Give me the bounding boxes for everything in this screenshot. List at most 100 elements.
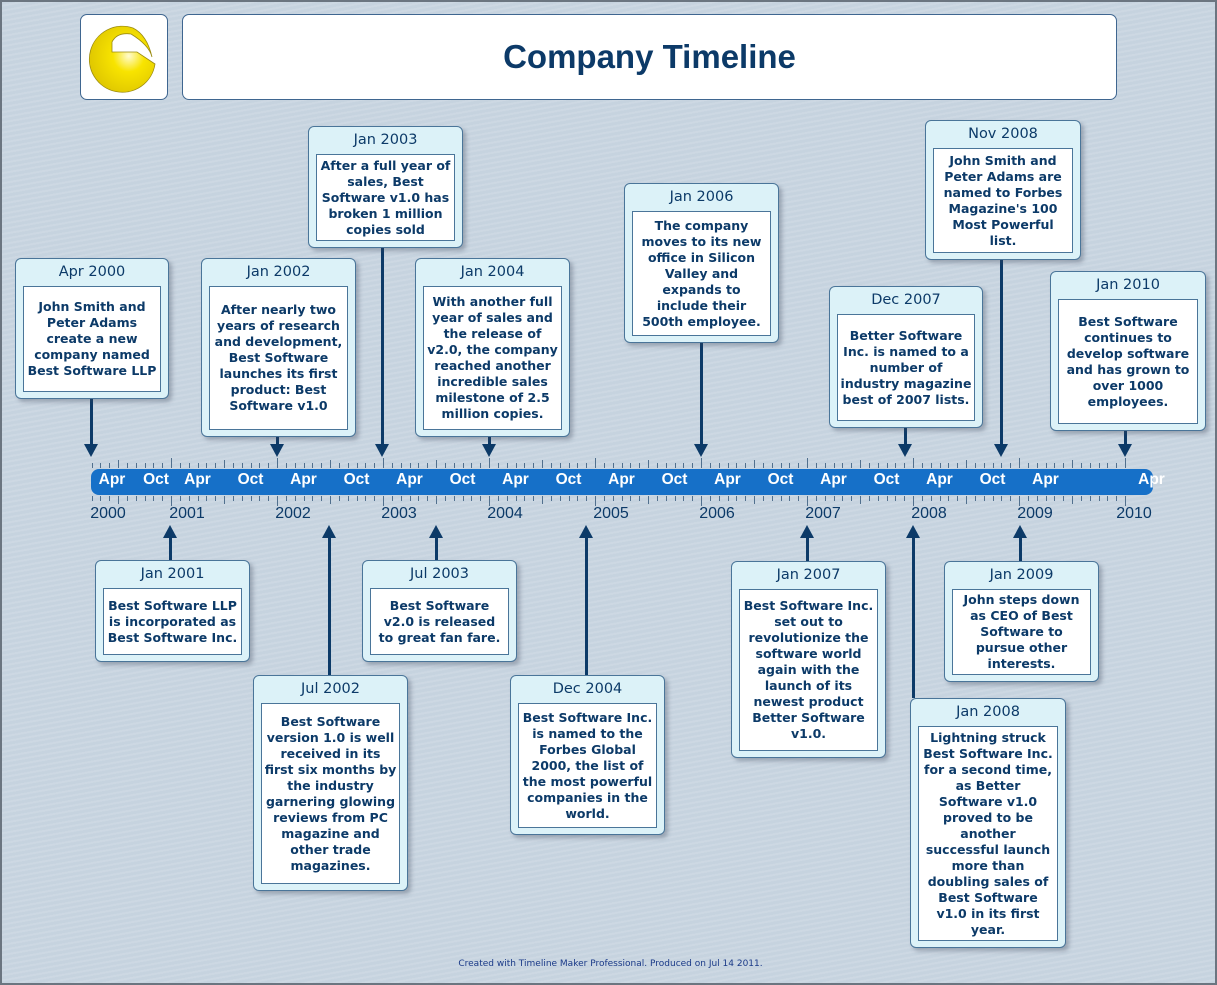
axis-tick	[621, 463, 623, 468]
axis-tick	[153, 496, 155, 501]
axis-tick	[550, 463, 552, 468]
axis-tick	[453, 496, 455, 501]
axis-tick	[851, 463, 853, 468]
axis-tick	[400, 463, 402, 468]
axis-tick	[533, 496, 535, 501]
axis-tick	[789, 496, 791, 501]
axis-tick	[471, 463, 473, 468]
axis-tick	[91, 496, 93, 501]
axis-tick	[656, 463, 658, 468]
axis-tick	[1125, 458, 1126, 468]
axis-tick	[418, 496, 420, 501]
footer-credit: Created with Timeline Maker Professional…	[458, 959, 763, 969]
axis-tick	[674, 463, 676, 468]
event-description: Better Software Inc. is named to a numbe…	[837, 314, 975, 421]
axis-tick	[718, 463, 720, 468]
year-label: 2002	[275, 505, 311, 522]
axis-tick	[497, 496, 499, 501]
axis-tick	[921, 463, 923, 468]
axis-tick	[727, 496, 729, 501]
axis-tick	[506, 496, 508, 501]
axis-tick	[365, 496, 367, 501]
axis-tick	[550, 496, 552, 501]
axis-tick	[391, 496, 393, 501]
axis-tick	[612, 496, 614, 501]
event-card: Apr 2000 John Smith and Peter Adams creat…	[15, 258, 169, 399]
axis-tick	[674, 496, 676, 501]
axis-tick	[232, 496, 234, 501]
axis-tick	[118, 496, 119, 504]
month-label: Oct	[555, 471, 582, 488]
axis-tick	[824, 463, 826, 468]
axis-tick	[860, 460, 861, 468]
axis-tick	[1001, 496, 1003, 501]
axis-tick	[427, 496, 429, 501]
axis-tick	[126, 496, 128, 501]
axis-tick	[356, 496, 358, 501]
event-card: Jul 2003 Best Software v2.0 is released t…	[362, 560, 517, 662]
arrow-stem	[169, 537, 172, 560]
axis-tick	[974, 463, 976, 468]
axis-tick	[489, 458, 490, 468]
arrow-head-icon	[322, 525, 336, 538]
axis-tick	[957, 496, 959, 501]
axis-tick	[489, 496, 490, 506]
axis-tick	[992, 463, 994, 468]
event-date: Jul 2002	[300, 681, 360, 697]
arrow-head-icon	[579, 525, 593, 538]
axis-tick	[135, 463, 137, 468]
arrow-stem	[1019, 537, 1022, 561]
event-date: Jan 2004	[460, 264, 525, 280]
axis-tick	[665, 496, 667, 501]
axis-tick	[930, 496, 932, 501]
axis-tick	[215, 496, 217, 501]
axis-tick	[374, 463, 376, 468]
axis-tick	[206, 463, 208, 468]
axis-tick	[400, 496, 402, 501]
axis-tick	[312, 496, 314, 501]
axis-tick	[462, 463, 464, 468]
axis-tick	[383, 458, 384, 468]
event-description: John Smith and Peter Adams are named to …	[933, 148, 1073, 253]
axis-tick	[1125, 496, 1126, 506]
event-description: Best Software v2.0 is released to great …	[370, 588, 509, 655]
axis-tick	[409, 496, 411, 501]
event-description: After nearly two years of research and d…	[209, 286, 348, 430]
axis-tick	[913, 458, 914, 468]
axis-tick	[338, 496, 340, 501]
arrow-stem	[488, 437, 491, 445]
year-label: 2005	[593, 505, 629, 522]
axis-tick	[983, 463, 985, 468]
axis-tick	[913, 496, 914, 506]
axis-tick	[162, 463, 164, 468]
axis-tick	[347, 463, 349, 468]
year-label: 2006	[699, 505, 735, 522]
axis-tick	[1080, 496, 1082, 501]
month-label: Oct	[767, 471, 794, 488]
axis-tick	[904, 496, 906, 501]
month-label: Apr	[1032, 471, 1059, 488]
logo-icon	[88, 25, 156, 93]
axis-tick	[692, 496, 694, 501]
event-date: Jan 2006	[669, 189, 734, 205]
axis-tick	[586, 463, 588, 468]
axis-tick	[603, 463, 605, 468]
month-label: Apr	[1138, 471, 1165, 488]
axis-tick	[321, 463, 323, 468]
axis-tick	[303, 496, 305, 501]
arrow-head-icon	[163, 525, 177, 538]
axis-tick	[630, 496, 632, 501]
axis-tick	[197, 496, 199, 501]
year-label: 2009	[1017, 505, 1053, 522]
axis-tick	[250, 463, 252, 468]
axis-tick	[533, 463, 535, 468]
axis-tick	[895, 463, 897, 468]
arrow-stem	[1000, 260, 1003, 445]
axis-tick	[277, 496, 278, 506]
arrow-head-icon	[482, 444, 496, 457]
event-date: Apr 2000	[58, 264, 126, 280]
axis-tick	[109, 463, 111, 468]
axis-tick	[268, 463, 270, 468]
axis-tick	[665, 463, 667, 468]
axis-tick	[718, 496, 720, 501]
